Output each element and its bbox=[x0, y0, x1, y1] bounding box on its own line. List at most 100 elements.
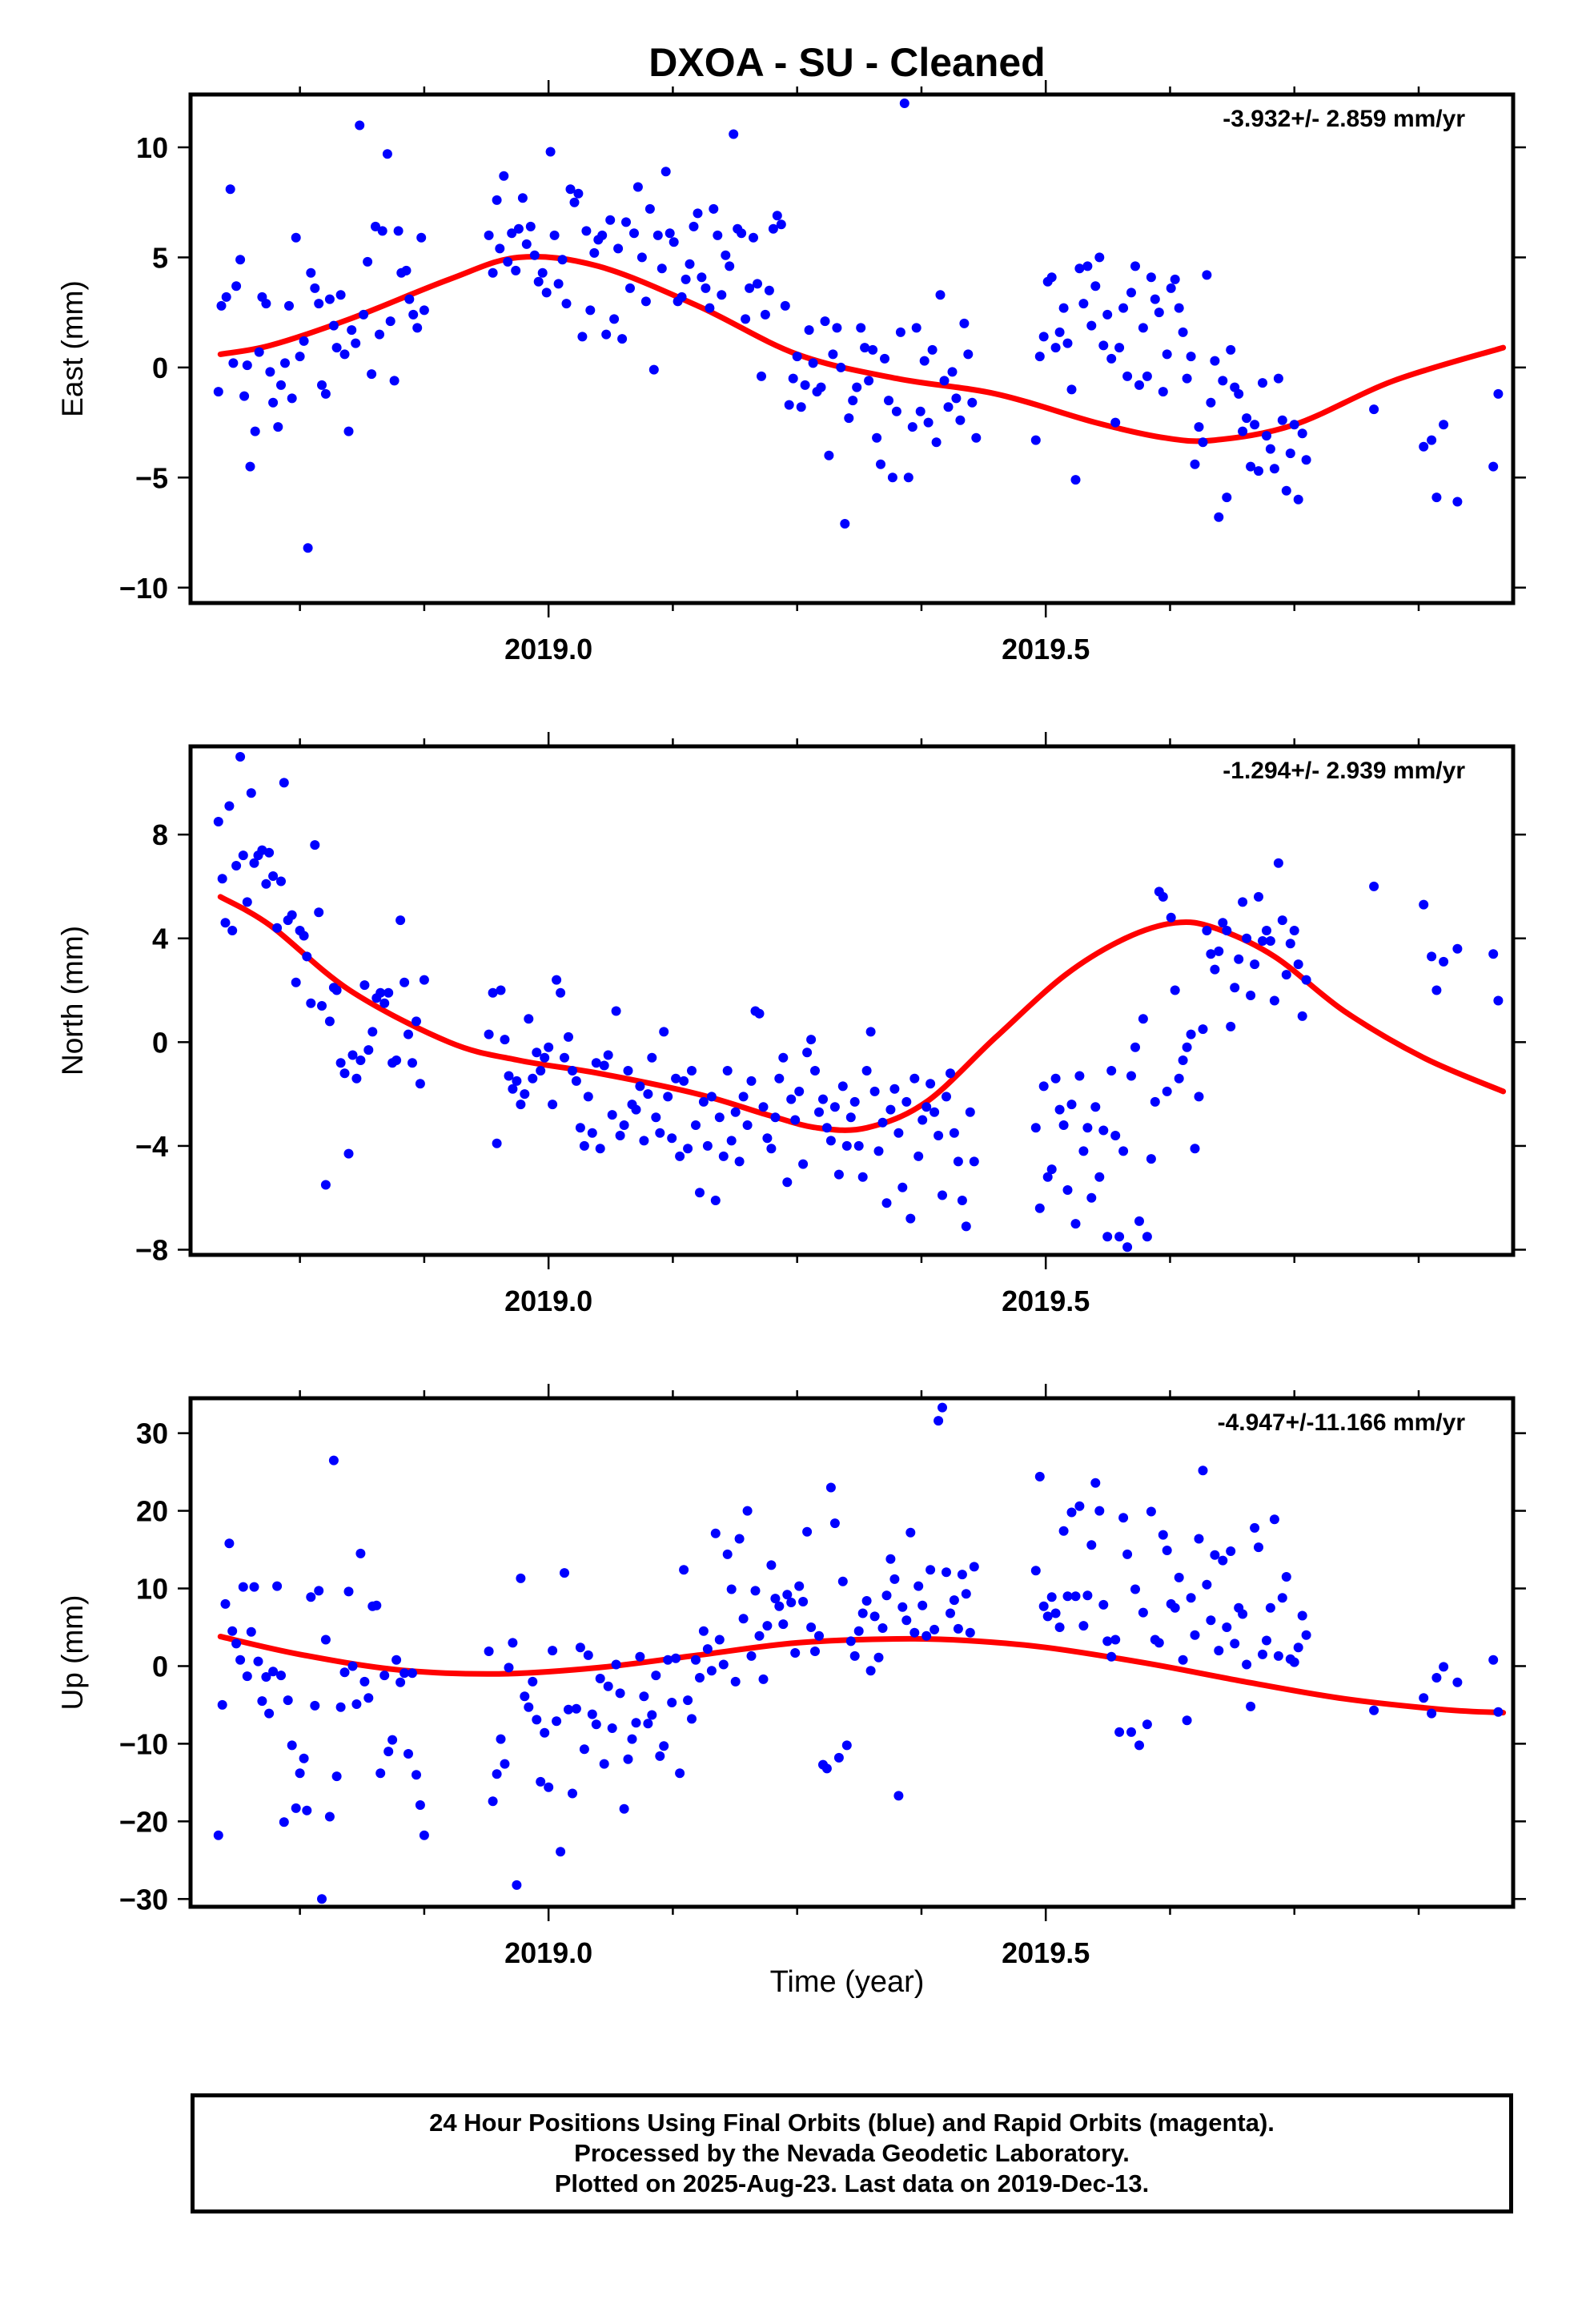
up-data-point bbox=[806, 1622, 817, 1632]
north-data-point bbox=[825, 1136, 836, 1146]
up-data-point bbox=[849, 1651, 860, 1661]
east-data-point bbox=[280, 358, 290, 368]
north-data-point bbox=[930, 1107, 940, 1117]
east-data-point bbox=[1046, 272, 1057, 283]
east-data-point bbox=[221, 292, 231, 302]
north-data-point bbox=[227, 926, 238, 935]
up-data-point bbox=[631, 1718, 641, 1728]
east-data-point bbox=[605, 215, 616, 225]
up-data-point bbox=[1134, 1740, 1144, 1751]
east-data-point bbox=[581, 226, 592, 236]
up-data-point bbox=[627, 1734, 637, 1744]
east-data-point bbox=[741, 314, 751, 324]
up-data-point bbox=[331, 1771, 342, 1782]
up-data-point bbox=[261, 1672, 271, 1682]
east-data-point bbox=[832, 323, 842, 333]
up-data-point bbox=[949, 1595, 959, 1606]
east-data-point bbox=[385, 316, 396, 327]
east-data-point bbox=[632, 182, 643, 192]
east-data-point bbox=[681, 274, 691, 284]
north-data-point bbox=[833, 1169, 844, 1180]
east-data-point bbox=[943, 402, 954, 412]
east-data-point bbox=[709, 203, 719, 214]
north-data-point bbox=[746, 1076, 757, 1086]
up-data-point bbox=[1122, 1549, 1133, 1559]
up-data-point bbox=[913, 1581, 924, 1591]
north-data-point bbox=[1289, 926, 1299, 935]
east-data-point bbox=[1427, 435, 1437, 445]
north-data-point bbox=[607, 1110, 617, 1120]
east-data-point bbox=[1126, 287, 1136, 298]
up-y-axis-label: Up (mm) bbox=[56, 1595, 89, 1711]
east-data-point bbox=[1226, 344, 1236, 355]
north-data-point bbox=[845, 1112, 856, 1123]
east-data-point bbox=[884, 396, 893, 406]
north-data-point bbox=[1488, 949, 1499, 959]
up-data-point bbox=[750, 1586, 761, 1596]
up-data-point bbox=[1118, 1513, 1129, 1523]
up-data-point bbox=[415, 1800, 425, 1810]
north-data-point bbox=[571, 1076, 581, 1086]
up-data-point bbox=[1094, 1506, 1105, 1516]
up-data-point bbox=[419, 1830, 429, 1840]
up-data-point bbox=[217, 1699, 227, 1710]
east-data-point bbox=[856, 323, 866, 333]
east-data-point bbox=[1234, 388, 1244, 399]
north-data-point bbox=[691, 1120, 701, 1130]
east-data-point bbox=[1174, 303, 1184, 313]
north-data-point bbox=[400, 977, 410, 987]
up-data-point bbox=[320, 1634, 331, 1645]
up-data-point bbox=[302, 1805, 312, 1815]
east-data-point bbox=[689, 221, 699, 231]
east-data-point bbox=[517, 193, 528, 203]
up-data-point bbox=[351, 1699, 362, 1709]
up-data-point bbox=[821, 1763, 832, 1774]
north-data-point bbox=[965, 1107, 975, 1117]
north-data-point bbox=[564, 1031, 573, 1042]
up-data-point bbox=[579, 1744, 589, 1755]
up-data-point bbox=[814, 1630, 824, 1641]
east-data-point bbox=[1214, 512, 1224, 522]
east-data-point bbox=[242, 360, 252, 371]
north-data-point bbox=[1452, 943, 1463, 954]
north-data-point bbox=[391, 1055, 402, 1065]
north-data-point bbox=[1206, 949, 1216, 959]
up-data-point bbox=[504, 1663, 514, 1673]
east-data-point bbox=[585, 305, 596, 316]
north-data-point bbox=[849, 1096, 860, 1107]
up-data-point bbox=[548, 1646, 558, 1656]
north-data-point bbox=[865, 1027, 876, 1037]
up-data-point bbox=[861, 1596, 872, 1606]
east-data-point bbox=[840, 519, 850, 529]
up-data-point bbox=[383, 1747, 394, 1757]
north-data-point bbox=[264, 847, 275, 858]
up-data-point bbox=[683, 1695, 693, 1706]
east-data-point bbox=[899, 99, 909, 108]
north-data-point bbox=[324, 1016, 335, 1027]
east-data-point bbox=[1138, 323, 1148, 333]
caption-line-processed: Processed by the Nevada Geodetic Laborat… bbox=[574, 2139, 1130, 2167]
east-data-point bbox=[1150, 294, 1160, 304]
up-data-point bbox=[599, 1759, 609, 1769]
up-data-point bbox=[778, 1619, 789, 1630]
up-data-point bbox=[667, 1698, 677, 1707]
north-data-point bbox=[379, 998, 390, 1008]
up-data-point bbox=[404, 1749, 413, 1759]
up-data-point bbox=[1452, 1677, 1463, 1687]
east-data-point bbox=[1178, 327, 1188, 337]
up-data-point bbox=[299, 1753, 309, 1763]
north-data-point bbox=[675, 1151, 685, 1161]
north-data-point bbox=[913, 1151, 924, 1161]
east-data-point bbox=[589, 247, 600, 258]
up-y-tick-label: 30 bbox=[136, 1417, 168, 1450]
up-data-point bbox=[224, 1538, 235, 1549]
north-data-point bbox=[335, 1058, 346, 1068]
north-data-point bbox=[310, 840, 320, 850]
east-data-point bbox=[757, 371, 766, 381]
north-data-point bbox=[1050, 1073, 1061, 1084]
up-data-point bbox=[679, 1565, 689, 1575]
up-data-point bbox=[1194, 1534, 1204, 1544]
up-data-point bbox=[698, 1626, 709, 1636]
up-data-point bbox=[829, 1518, 840, 1529]
east-data-point bbox=[228, 358, 239, 368]
